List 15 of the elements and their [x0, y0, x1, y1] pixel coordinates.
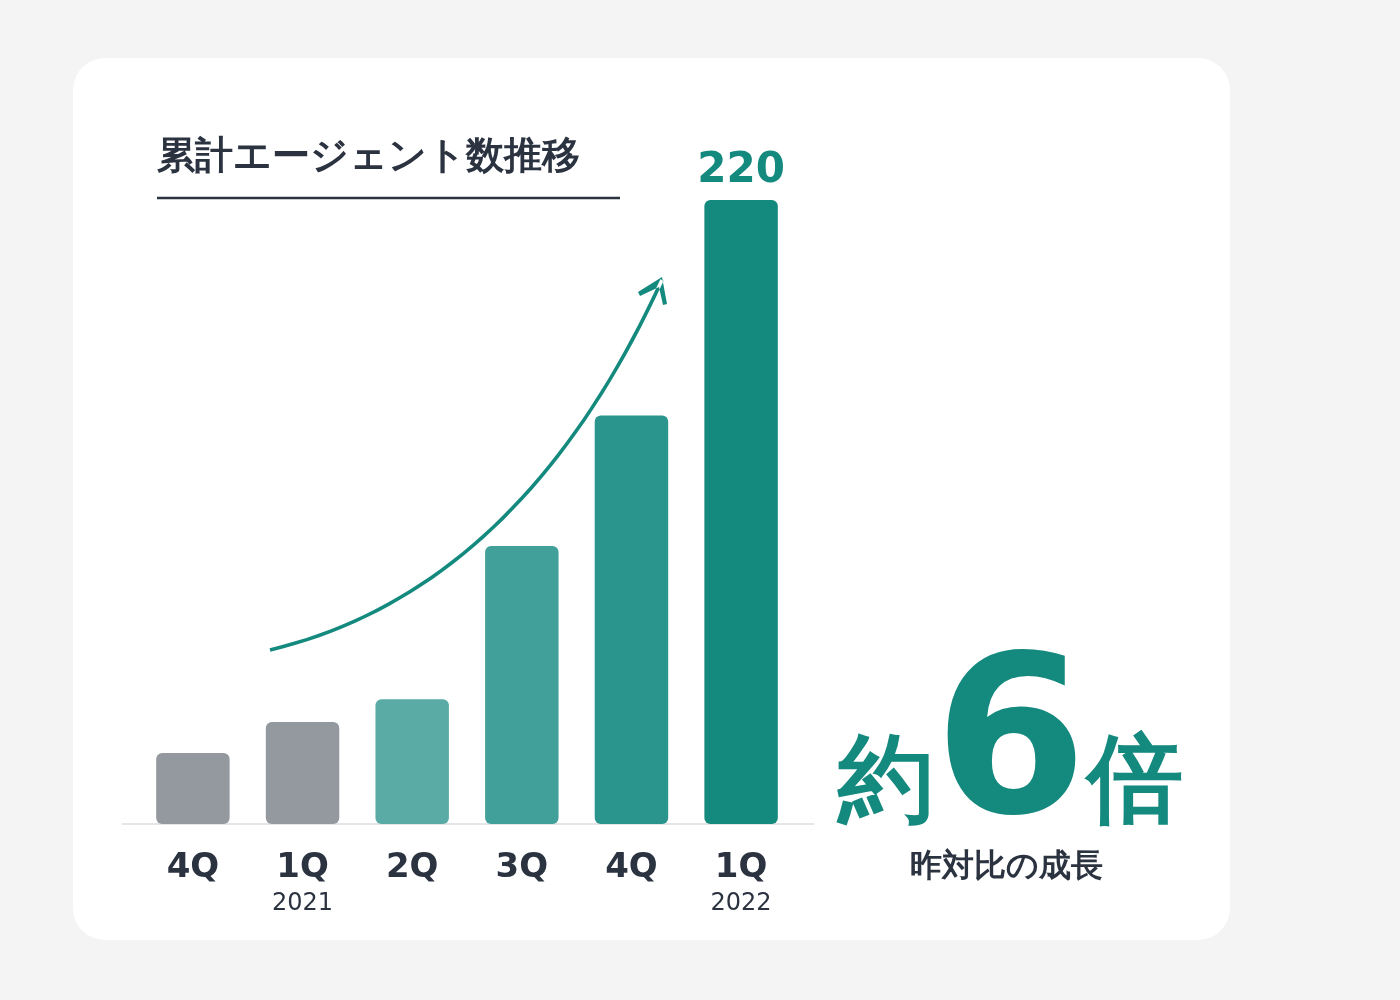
- bar: [265, 721, 340, 824]
- x-tick-label: 3Q: [495, 845, 549, 885]
- x-tick-label: 4Q: [166, 845, 220, 885]
- x-tick-label: 1Q 2022: [710, 845, 772, 916]
- data-label: 220: [697, 143, 785, 192]
- bar: [704, 200, 778, 824]
- x-tick-label: 2Q: [385, 845, 439, 885]
- bar: [594, 415, 669, 824]
- x-tick-label: 1Q 2021: [272, 845, 334, 916]
- text: 昨対比の成長: [909, 846, 1103, 884]
- chart-title: 累計エージェント数推移: [157, 133, 580, 177]
- bar: [485, 546, 559, 824]
- bar: [375, 699, 449, 824]
- bar: [156, 753, 230, 824]
- x-tick-label: 4Q: [605, 845, 658, 885]
